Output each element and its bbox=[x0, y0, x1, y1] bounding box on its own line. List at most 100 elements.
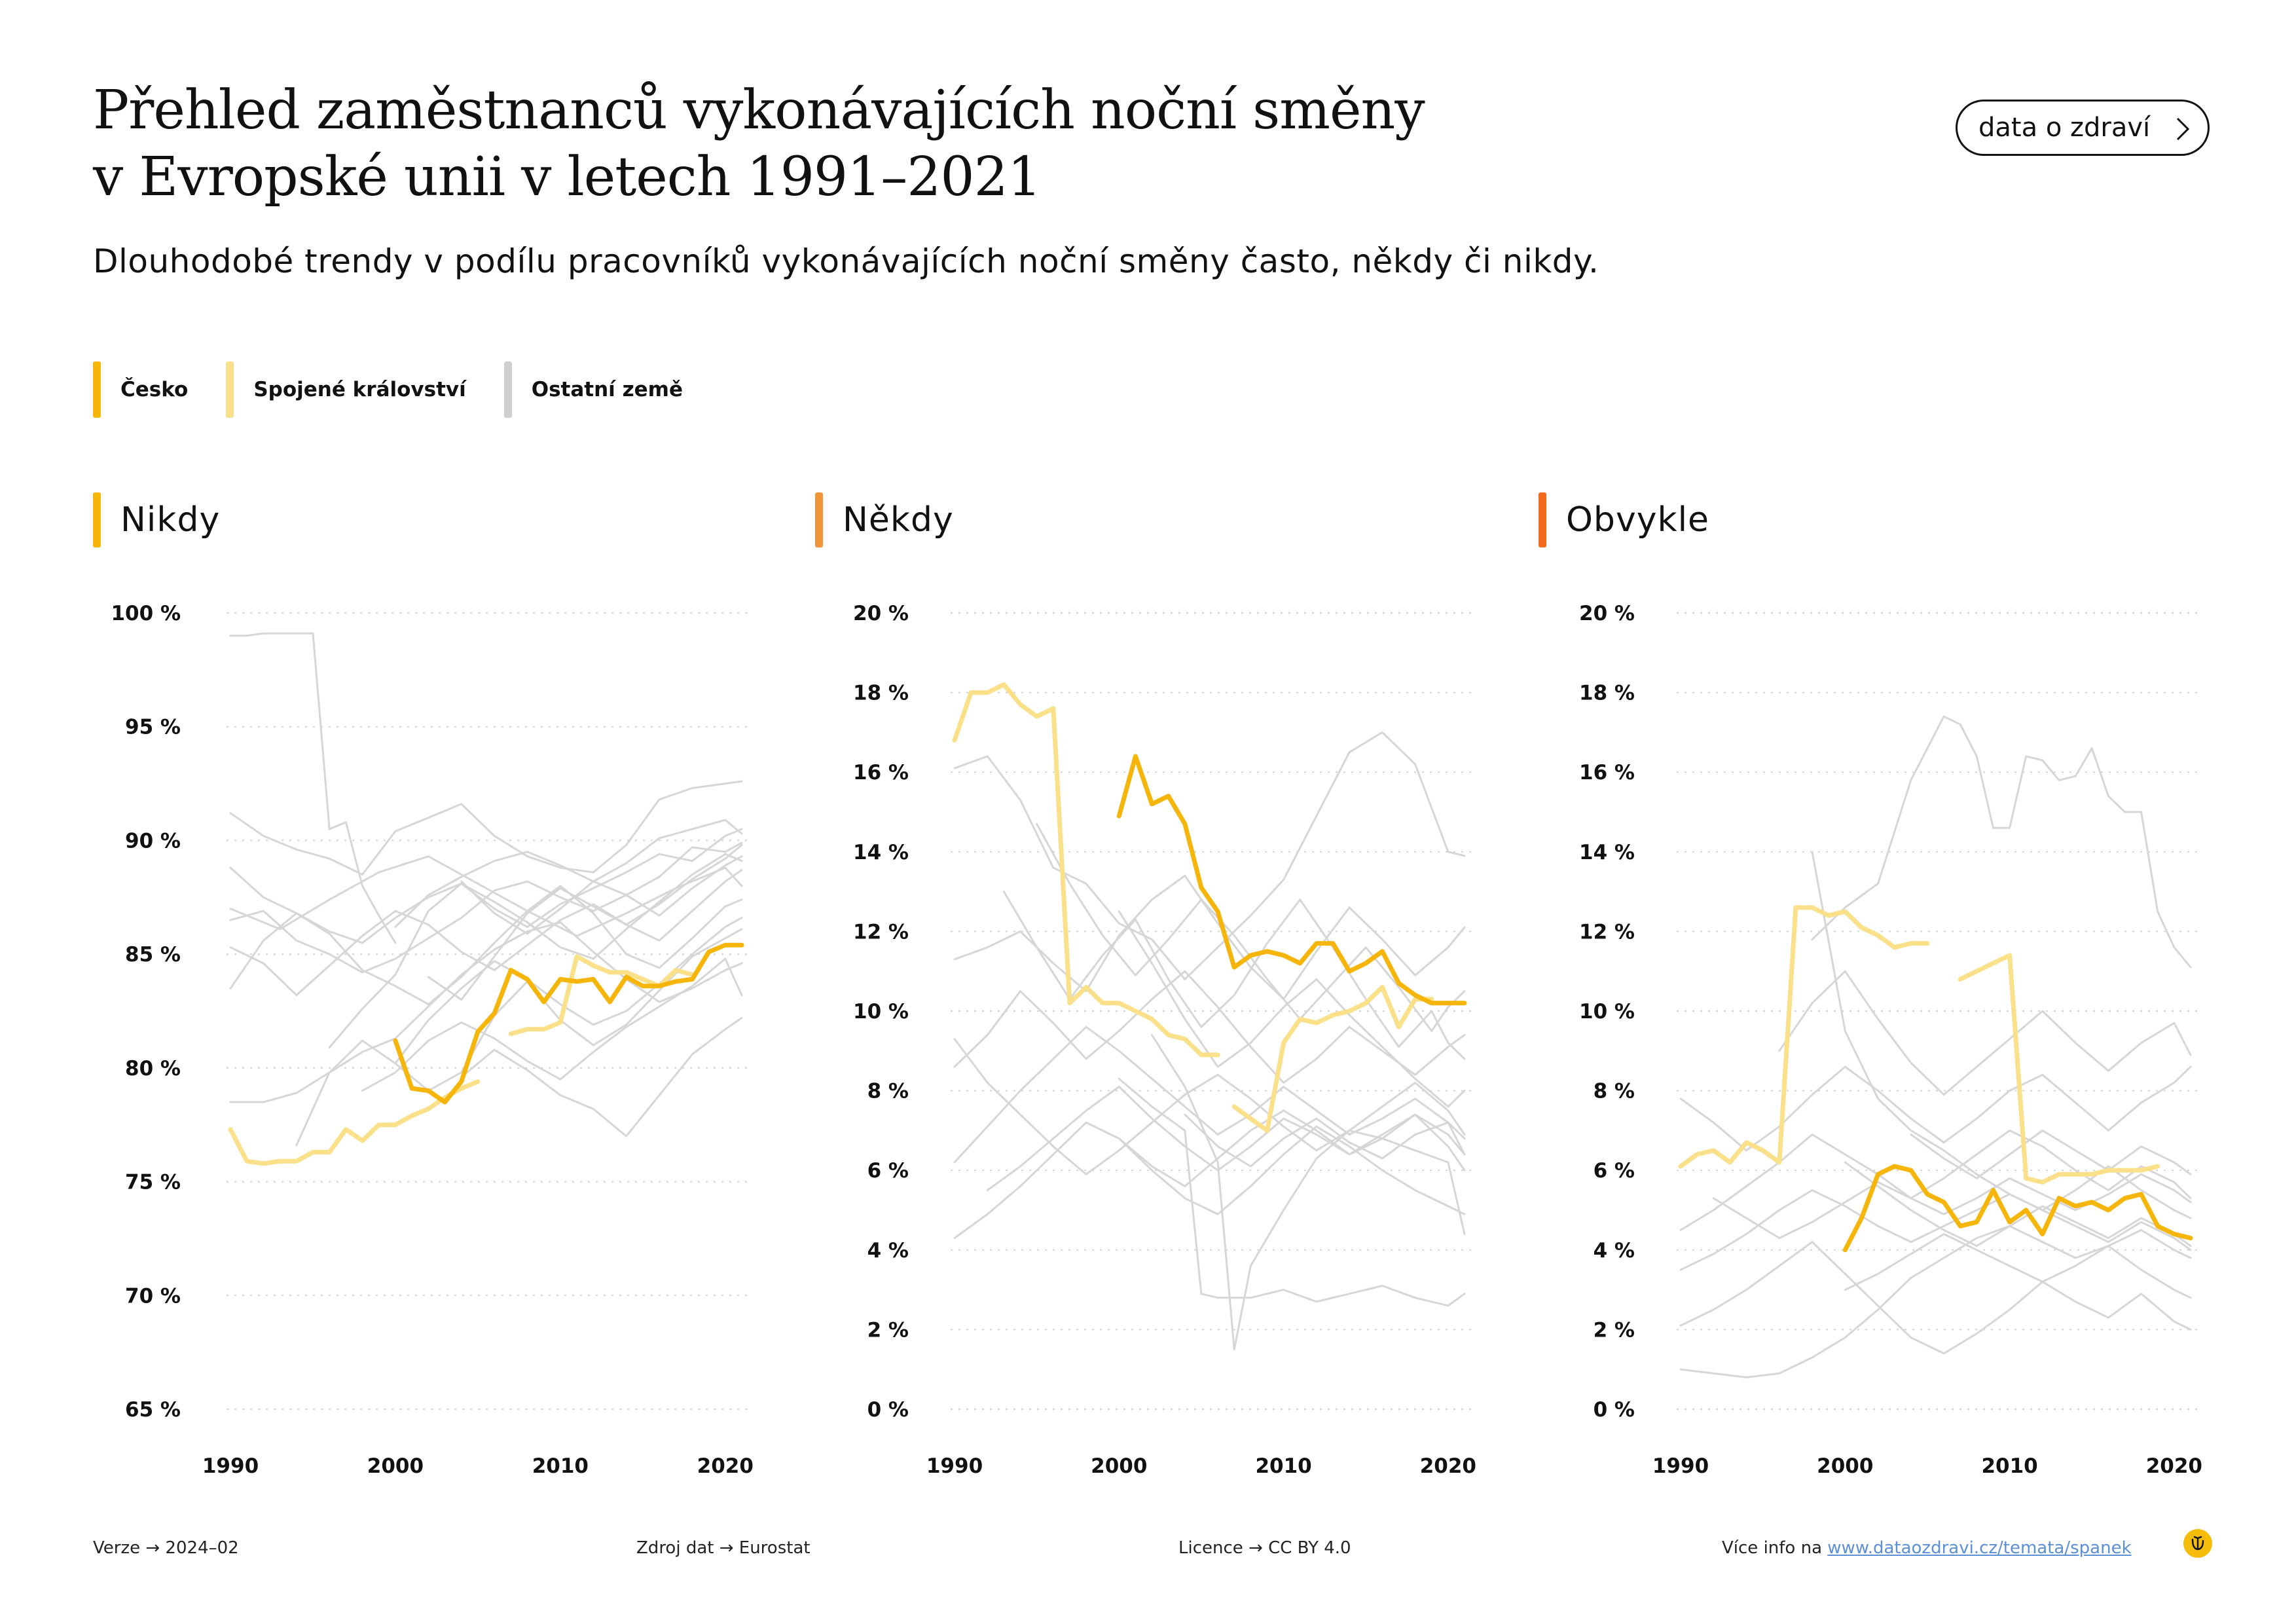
x-tick-label: 2010 bbox=[1981, 1454, 2037, 1478]
footer-more-link[interactable]: www.dataozdravi.cz/temata/spanek bbox=[1827, 1538, 2132, 1558]
panel-accent-bar bbox=[1539, 492, 1546, 547]
panel-title-label: Nikdy bbox=[120, 500, 221, 540]
series-line-spojene-kralovstvi bbox=[1678, 905, 1930, 1169]
y-tick-label: 14 % bbox=[1579, 841, 1635, 864]
series-line-ostatni bbox=[953, 874, 1466, 1001]
series-line-ostatni bbox=[460, 1016, 743, 1137]
series-line-ostatni bbox=[953, 1025, 1466, 1164]
series-line-ostatni bbox=[394, 819, 743, 928]
series-line-ostatni bbox=[1679, 1129, 2192, 1231]
panel-accent-bar bbox=[93, 492, 101, 547]
y-tick-label: 0 % bbox=[1594, 1398, 1635, 1422]
series-line-ostatni bbox=[1151, 1034, 1466, 1351]
series-line-ostatni bbox=[460, 855, 743, 935]
series-line-cesko bbox=[393, 942, 744, 1105]
x-tick-label: 2010 bbox=[532, 1454, 589, 1478]
y-tick-label: 85 % bbox=[125, 943, 181, 967]
series-line-ostatni bbox=[1844, 1233, 2192, 1299]
series-line-ostatni bbox=[1184, 1113, 1466, 1168]
chevron-right-icon bbox=[2176, 117, 2190, 141]
panel-title-nekdy: Někdy bbox=[815, 492, 954, 547]
series-line-ostatni bbox=[1910, 1129, 2192, 1179]
series-line-ostatni bbox=[361, 957, 743, 1092]
series-line-ostatni bbox=[229, 828, 743, 944]
panel-title-nikdy: Nikdy bbox=[93, 492, 220, 547]
series-line-ostatni bbox=[229, 869, 743, 997]
legend-swatch bbox=[503, 361, 512, 418]
y-tick-label: 95 % bbox=[125, 716, 181, 739]
footer-license: Licence → CC BY 4.0 bbox=[1178, 1538, 1351, 1558]
y-tick-label: 4 % bbox=[1594, 1239, 1635, 1263]
footer-more-info: Více info na www.dataozdravi.cz/temata/s… bbox=[1722, 1538, 2132, 1558]
panel-accent-bar bbox=[815, 492, 823, 547]
footer-version: Verze → 2024–02 bbox=[93, 1538, 239, 1558]
series-line-ostatni bbox=[229, 921, 743, 1103]
brand-logo-icon bbox=[2183, 1529, 2212, 1558]
series-line-ostatni bbox=[1844, 1161, 2192, 1247]
y-tick-label: 12 % bbox=[853, 920, 909, 944]
y-tick-label: 20 % bbox=[1579, 602, 1635, 625]
legend: Česko Spojené království Ostatní země bbox=[93, 361, 721, 418]
panel-title-label: Obvykle bbox=[1566, 500, 1710, 540]
y-tick-label: 16 % bbox=[853, 761, 909, 784]
x-tick-label: 2000 bbox=[1091, 1454, 1147, 1478]
series-line-spojene-kralovstvi bbox=[1958, 953, 2160, 1185]
x-tick-label: 2020 bbox=[697, 1454, 754, 1478]
series-line-ostatni bbox=[1679, 1225, 2192, 1378]
series-line-ostatni bbox=[1679, 1189, 2192, 1271]
x-tick-label: 2010 bbox=[1255, 1454, 1311, 1478]
legend-swatch bbox=[226, 361, 234, 418]
x-tick-label: 2020 bbox=[2146, 1454, 2202, 1478]
series-line-ostatni bbox=[953, 1038, 1466, 1175]
y-tick-label: 16 % bbox=[1579, 761, 1635, 784]
series-line-ostatni bbox=[1712, 1173, 2192, 1240]
series-line-spojene-kralovstvi bbox=[952, 682, 1220, 1058]
y-tick-label: 70 % bbox=[125, 1284, 181, 1308]
x-tick-label: 1990 bbox=[202, 1454, 259, 1478]
panel-title-label: Někdy bbox=[843, 500, 954, 540]
series-line-cesko bbox=[1842, 1164, 2193, 1253]
series-line-ostatni bbox=[986, 1086, 1466, 1192]
series-line-ostatni bbox=[394, 917, 743, 1065]
series-line-ostatni bbox=[1118, 910, 1466, 1108]
y-tick-label: 6 % bbox=[867, 1159, 909, 1183]
series-line-ostatni bbox=[1118, 1125, 1466, 1215]
series-line-ostatni bbox=[1036, 822, 1466, 1032]
y-tick-label: 12 % bbox=[1579, 920, 1635, 944]
title-line-1: Přehled zaměstnanců vykonávajících noční… bbox=[93, 79, 1425, 141]
y-tick-label: 18 % bbox=[853, 682, 909, 705]
series-line-ostatni bbox=[953, 1109, 1466, 1240]
legend-item-cesko: Česko bbox=[93, 361, 188, 418]
series-line-spojene-kralovstvi bbox=[228, 1079, 481, 1166]
data-o-zdravi-button[interactable]: data o zdraví bbox=[1956, 100, 2210, 156]
y-tick-label: 65 % bbox=[125, 1398, 181, 1422]
data-o-zdravi-label: data o zdraví bbox=[1978, 113, 2151, 143]
series-line-ostatni bbox=[1811, 851, 2192, 1219]
legend-item-spojene-kralovstvi: Spojené království bbox=[226, 361, 466, 418]
y-tick-label: 8 % bbox=[867, 1080, 909, 1103]
series-line-ostatni bbox=[953, 731, 1466, 980]
legend-label: Ostatní země bbox=[531, 378, 683, 401]
series-line-ostatni bbox=[1002, 891, 1466, 1060]
x-tick-label: 2020 bbox=[1420, 1454, 1476, 1478]
series-line-ostatni bbox=[229, 780, 743, 876]
page-title: Přehled zaměstnanců vykonávajících noční… bbox=[93, 77, 1730, 211]
y-tick-label: 100 % bbox=[111, 602, 181, 625]
y-tick-label: 2 % bbox=[867, 1318, 909, 1342]
footer-more-prefix: Více info na bbox=[1722, 1538, 1828, 1558]
footer-source: Zdroj dat → Eurostat bbox=[636, 1538, 811, 1558]
y-tick-label: 6 % bbox=[1594, 1159, 1635, 1183]
x-tick-label: 2000 bbox=[367, 1454, 424, 1478]
y-tick-label: 80 % bbox=[125, 1057, 181, 1080]
series-line-ostatni bbox=[1679, 1065, 2192, 1152]
legend-swatch bbox=[93, 361, 101, 418]
x-tick-label: 1990 bbox=[926, 1454, 983, 1478]
y-tick-label: 14 % bbox=[853, 841, 909, 864]
legend-label: Česko bbox=[120, 378, 189, 401]
series-line-spojene-kralovstvi bbox=[1231, 985, 1434, 1133]
series-line-ostatni bbox=[1811, 715, 2192, 969]
y-tick-label: 10 % bbox=[853, 1000, 909, 1024]
series-line-ostatni bbox=[229, 855, 743, 937]
